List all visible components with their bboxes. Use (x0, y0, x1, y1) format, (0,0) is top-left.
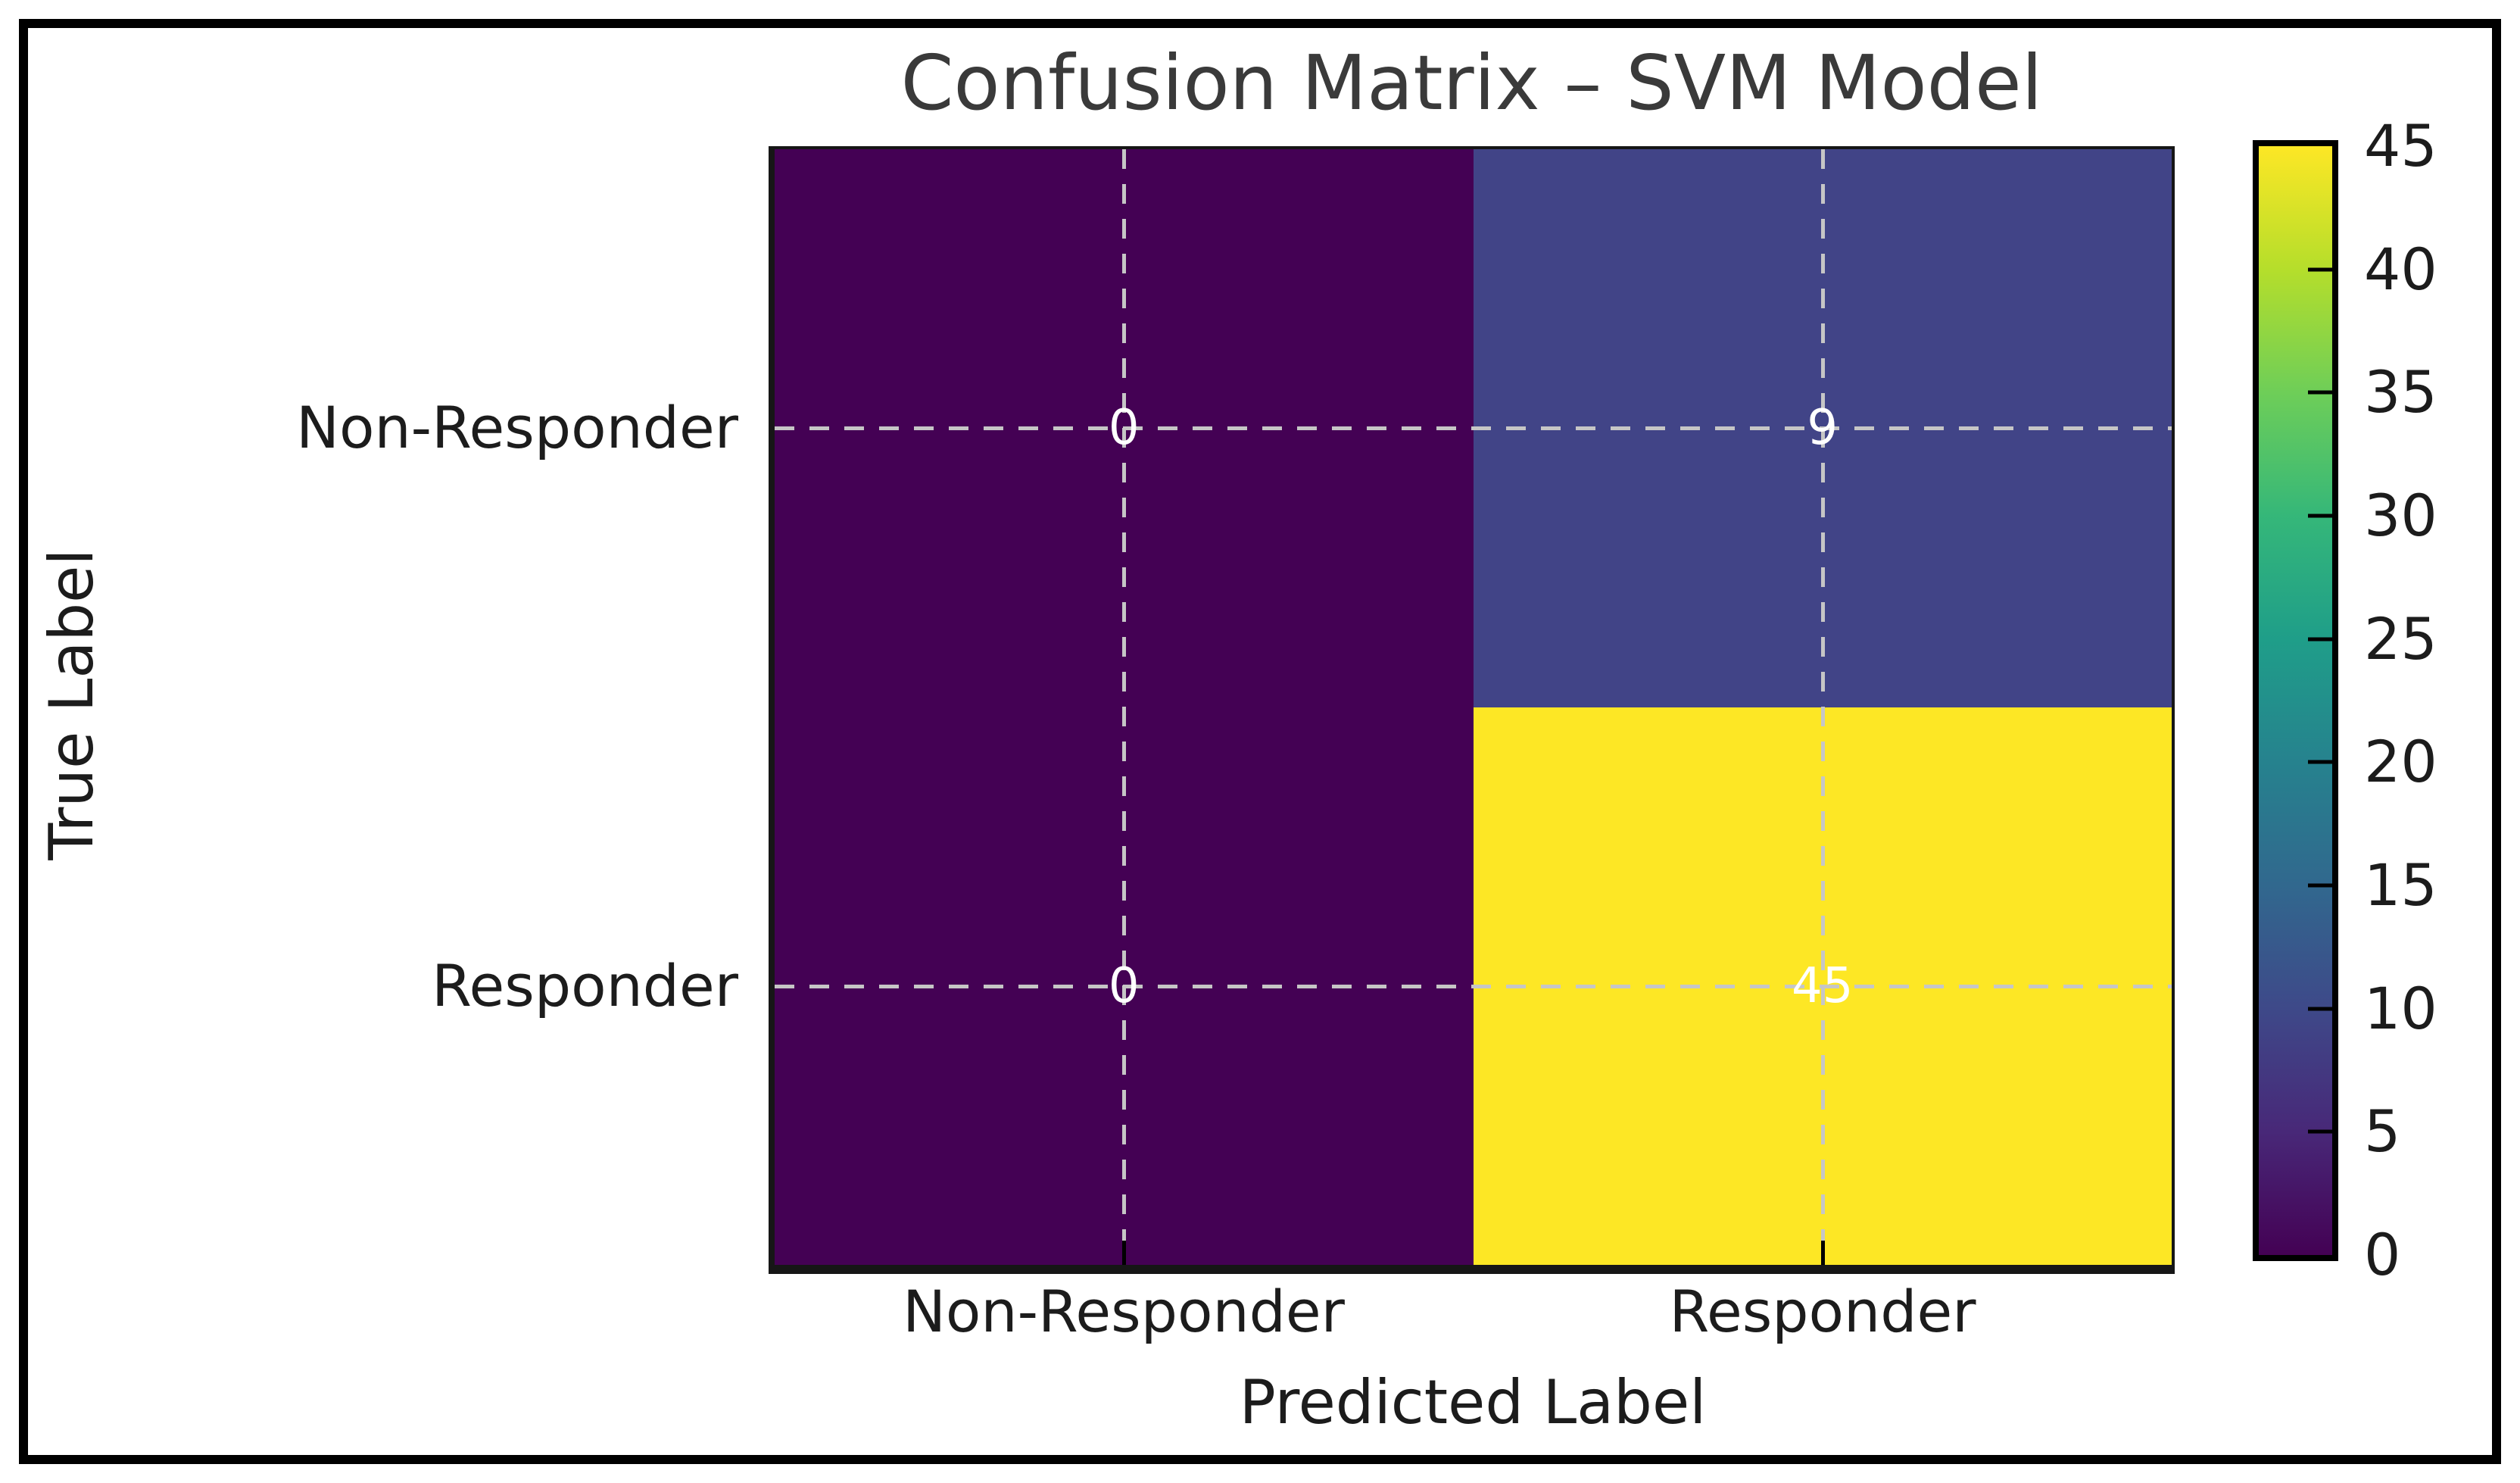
y-tick-label-responder: Responder (432, 952, 738, 1019)
colorbar-tick-label-40: 40 (2364, 235, 2437, 303)
colorbar-tick-mark-15 (2308, 883, 2332, 888)
colorbar-tick-mark-5 (2308, 1129, 2332, 1134)
x-axis-label: Predicted Label (1239, 1367, 1707, 1438)
colorbar-tick-mark-35 (2308, 390, 2332, 395)
colorbar-gradient (2259, 146, 2332, 1255)
grid-line-vertical-col1 (1122, 149, 1127, 1265)
colorbar-tick-label-20: 20 (2364, 728, 2437, 796)
chart-title: Confusion Matrix – SVM Model (900, 39, 2043, 127)
colorbar-tick-label-45: 45 (2364, 112, 2437, 180)
y-tick-label-non-responder: Non-Responder (296, 394, 738, 461)
cell-value-1-1: 45 (1792, 957, 1854, 1014)
colorbar (2253, 140, 2338, 1261)
x-tick-mark-non-responder (1122, 1241, 1127, 1265)
colorbar-tick-mark-30 (2308, 514, 2332, 518)
colorbar-tick-label-35: 35 (2364, 358, 2437, 426)
colorbar-tick-mark-25 (2308, 637, 2332, 642)
cell-value-1-0: 0 (1108, 957, 1140, 1014)
grid-line-vertical-col2 (1820, 149, 1825, 1265)
heatmap-cells (775, 149, 2172, 1265)
colorbar-tick-label-0: 0 (2364, 1221, 2401, 1288)
cell-value-0-0: 0 (1108, 400, 1140, 457)
colorbar-tick-label-30: 30 (2364, 482, 2437, 549)
colorbar-tick-mark-20 (2308, 760, 2332, 764)
grid-line-horizontal-row1 (775, 426, 2172, 431)
x-tick-mark-responder (1820, 1241, 1825, 1265)
colorbar-tick-label-10: 10 (2364, 974, 2437, 1042)
colorbar-tick-label-15: 15 (2364, 851, 2437, 919)
colorbar-tick-mark-10 (2308, 1007, 2332, 1011)
colorbar-tick-label-25: 25 (2364, 604, 2437, 673)
grid-line-horizontal-row2 (775, 984, 2172, 988)
colorbar-tick-mark-40 (2308, 267, 2332, 272)
figure-frame-border (19, 19, 2501, 1464)
heatmap-plot-area: 0 9 0 45 (769, 146, 2175, 1274)
colorbar-tick-label-5: 5 (2364, 1097, 2401, 1166)
x-tick-label-responder: Responder (1669, 1278, 1976, 1345)
y-axis-label: True Label (36, 548, 107, 860)
cell-value-0-1: 9 (1807, 400, 1839, 457)
x-tick-label-non-responder: Non-Responder (903, 1278, 1345, 1345)
